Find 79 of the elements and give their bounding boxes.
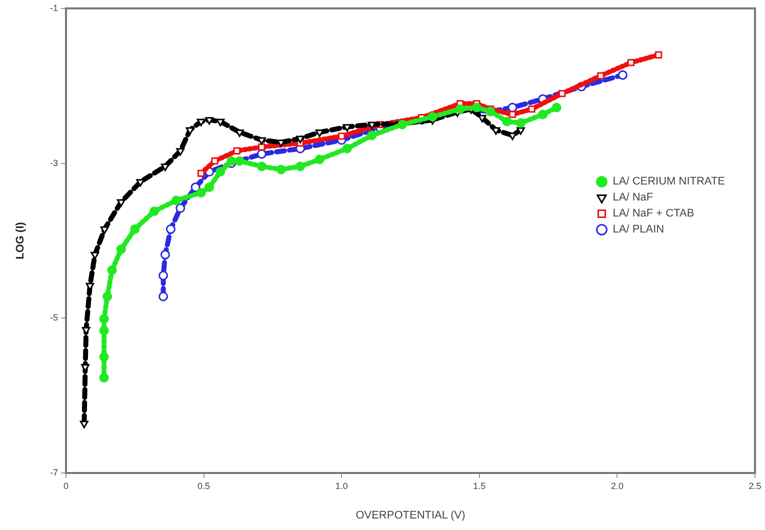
point <box>597 72 604 80</box>
point <box>102 292 112 302</box>
point <box>478 114 486 122</box>
point <box>130 224 140 234</box>
point <box>342 144 352 154</box>
point <box>508 102 518 112</box>
point <box>296 162 306 172</box>
point <box>428 112 438 122</box>
point <box>516 118 526 128</box>
y-tick-label: -5 <box>50 312 58 323</box>
point <box>516 127 525 135</box>
point <box>216 118 225 126</box>
point <box>234 156 244 166</box>
point <box>190 182 200 192</box>
legend-label: LA/ NaF + CTAB <box>612 208 694 220</box>
point <box>216 167 226 177</box>
point <box>99 352 109 362</box>
point <box>176 203 186 213</box>
point <box>197 170 205 177</box>
point <box>107 265 117 275</box>
point <box>160 250 170 260</box>
point <box>158 270 168 280</box>
point <box>627 59 635 66</box>
point <box>99 314 109 324</box>
y-axis-title: LOG (I) <box>14 222 27 260</box>
point <box>552 102 562 112</box>
point <box>82 327 90 334</box>
x-axis-title: OVERPOTENTIAL (V) <box>356 509 466 522</box>
x-tick-label: 1.0 <box>335 480 348 491</box>
y-tick-label: -1 <box>50 2 58 13</box>
point <box>161 164 170 172</box>
point <box>176 148 185 156</box>
x-tick-label: 1.5 <box>473 480 486 491</box>
point <box>80 420 88 428</box>
point <box>100 226 109 234</box>
point <box>196 118 206 126</box>
x-tick-label: 2.0 <box>610 480 624 491</box>
point <box>296 136 304 144</box>
x-tick-label: 0 <box>63 480 69 491</box>
y-tick-label: -3 <box>50 158 58 168</box>
point <box>205 117 214 125</box>
point <box>502 116 512 126</box>
point <box>558 90 566 98</box>
point <box>314 154 324 164</box>
point <box>149 206 159 216</box>
point <box>508 110 516 118</box>
point <box>233 147 240 154</box>
x-tick-label: 0.5 <box>198 480 210 491</box>
y-tick-label: -7 <box>50 467 58 478</box>
point <box>276 164 286 174</box>
point <box>166 224 176 234</box>
point <box>528 105 536 113</box>
point <box>196 188 206 198</box>
point <box>226 156 236 166</box>
point <box>618 70 628 80</box>
legend-label: LA/ CERIUM NITRATE <box>612 176 726 188</box>
point <box>116 199 126 207</box>
x-tick-label: 2.5 <box>748 480 762 491</box>
point <box>342 124 352 132</box>
point <box>186 127 194 135</box>
point <box>538 110 548 120</box>
point <box>654 51 662 58</box>
point <box>211 157 218 165</box>
point <box>258 143 266 151</box>
legend-label: LA/ NaF <box>612 192 654 204</box>
point <box>204 182 214 192</box>
point <box>367 130 377 140</box>
legend-label: LA/ PLAIN <box>612 224 664 236</box>
point <box>90 252 100 260</box>
point <box>171 196 181 206</box>
point <box>256 162 266 172</box>
point <box>256 149 266 159</box>
point <box>99 326 109 336</box>
point <box>338 132 346 140</box>
point <box>99 373 109 383</box>
point <box>368 122 376 130</box>
point <box>158 292 168 302</box>
point <box>472 102 482 112</box>
point <box>116 244 126 254</box>
